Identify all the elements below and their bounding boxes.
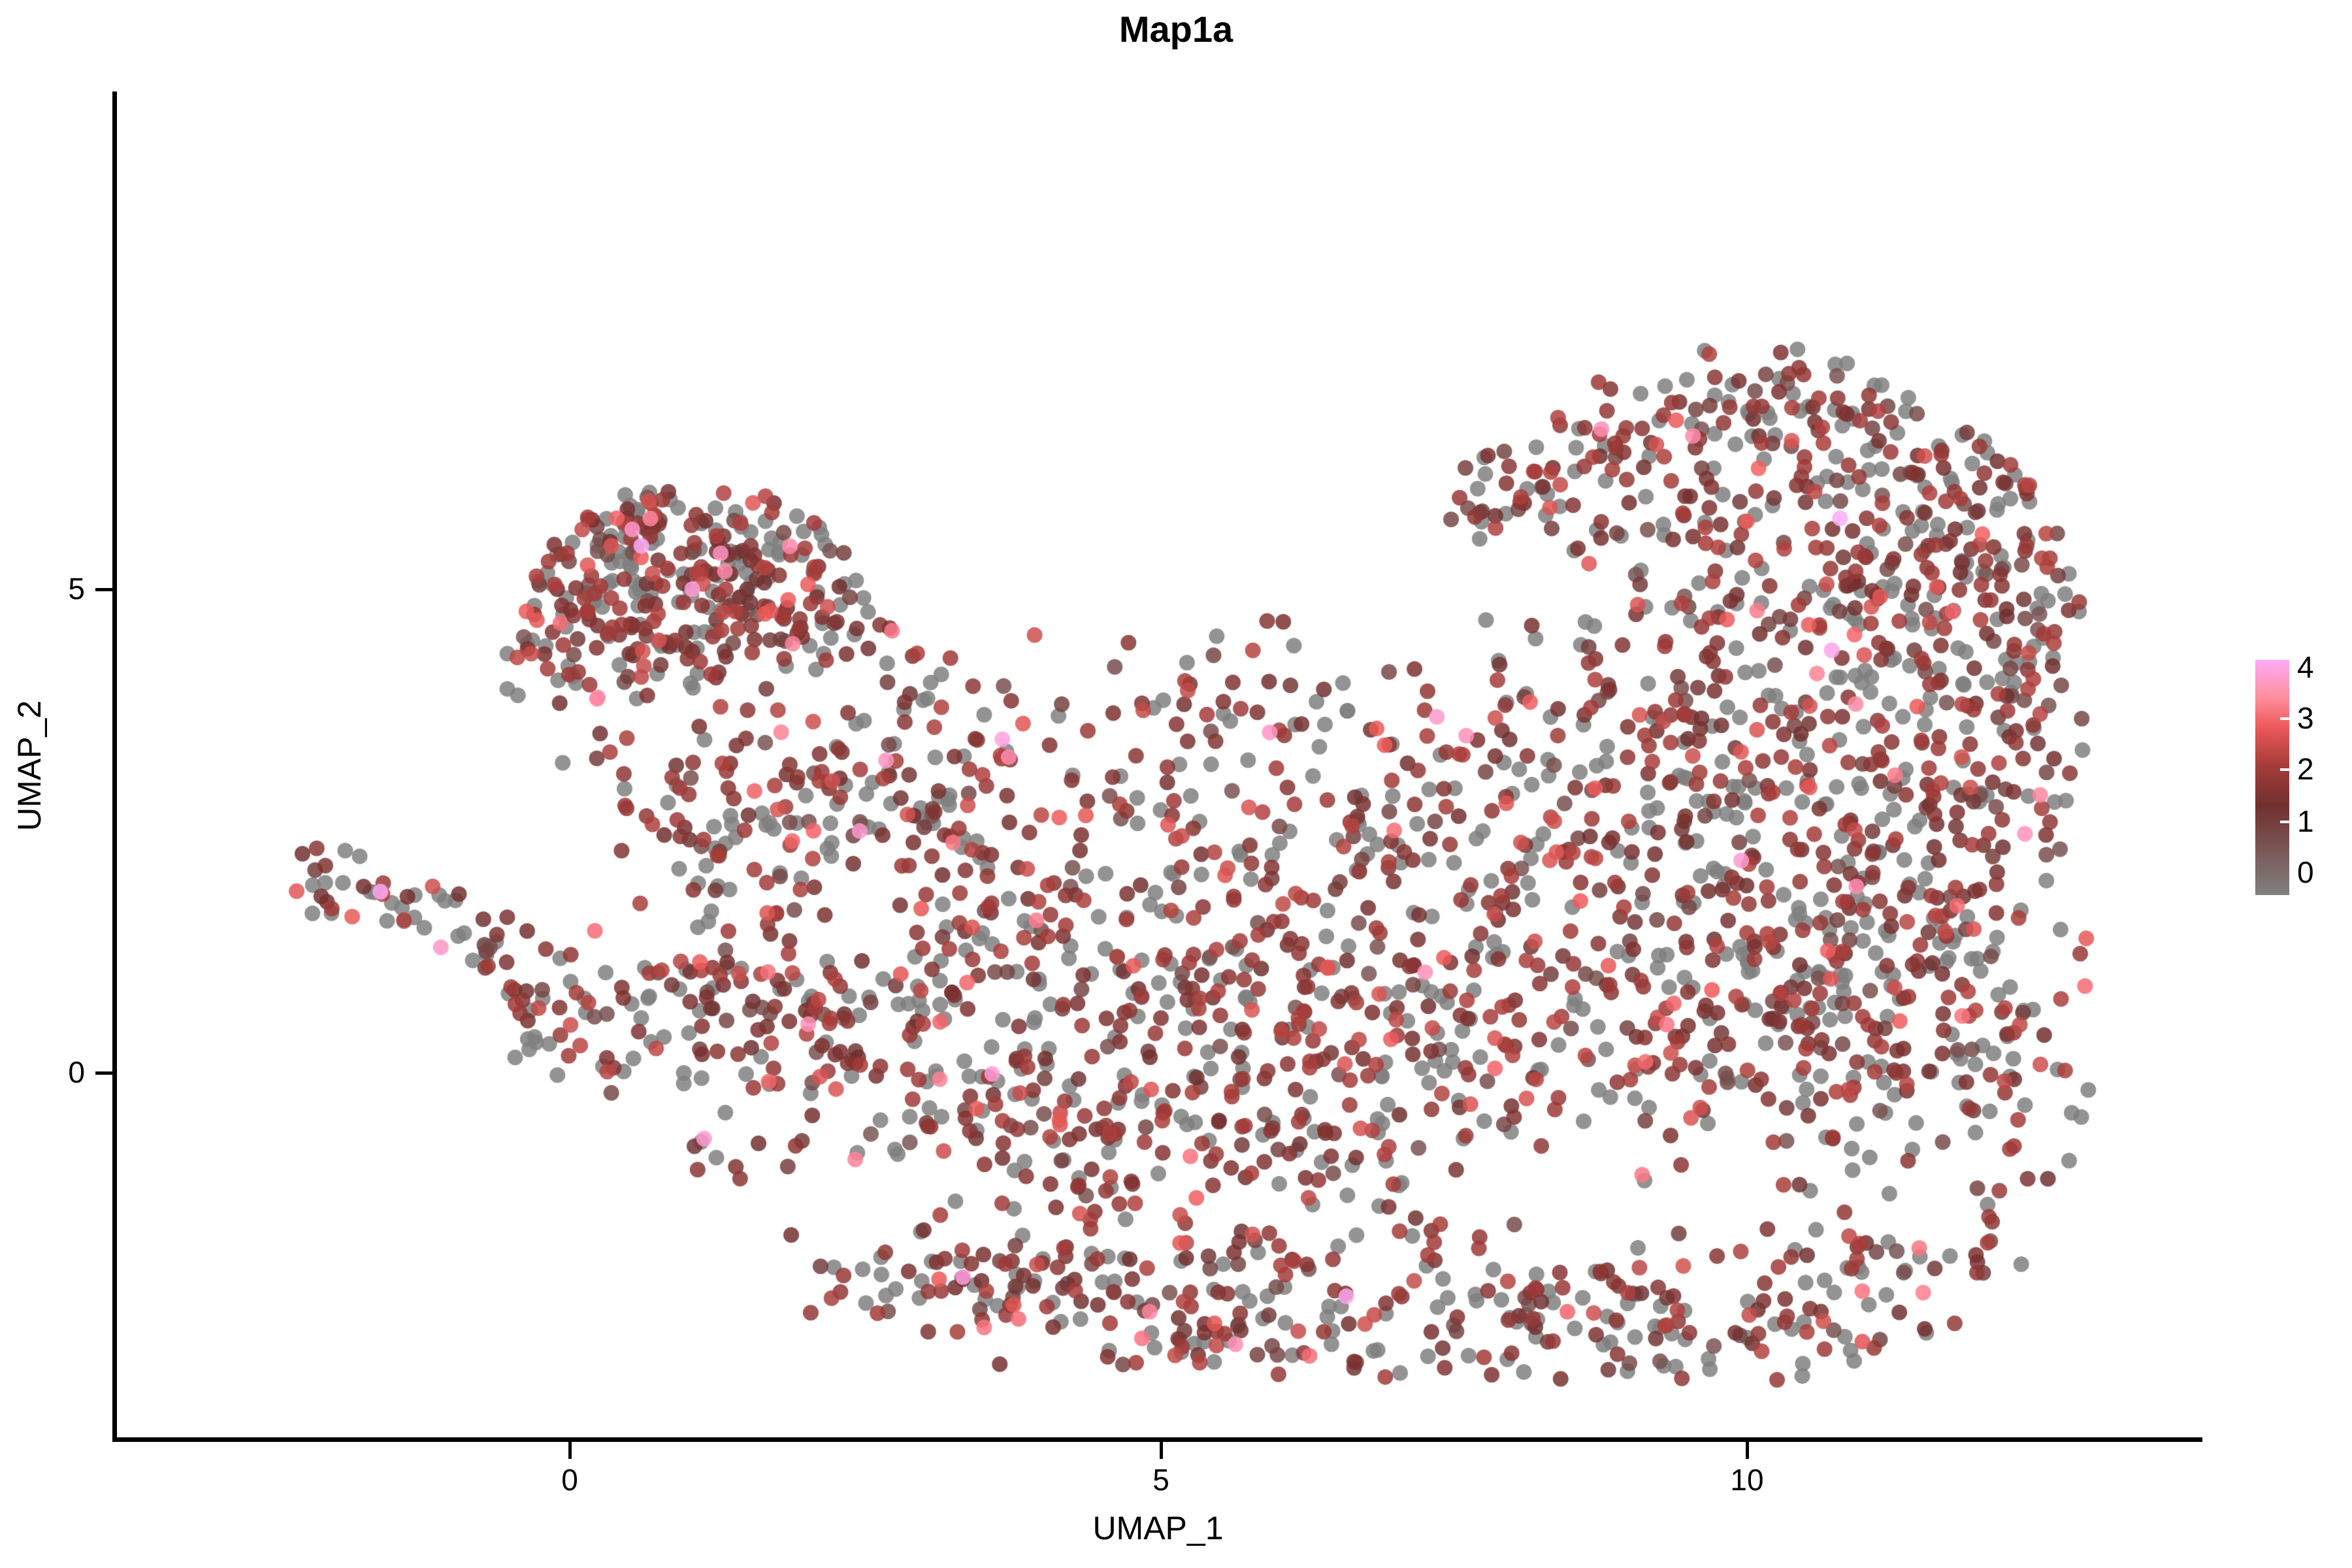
colorbar-tick-1 <box>2280 821 2291 823</box>
x-tick-label-0: 0 <box>561 1463 578 1497</box>
x-tick-mark-5 <box>1160 1442 1163 1459</box>
colorbar-tick-3 <box>2280 717 2291 720</box>
colorbar-gradient <box>2255 660 2289 895</box>
x-tick-mark-10 <box>1746 1442 1749 1459</box>
plot-panel <box>114 91 2202 1439</box>
y-axis-title: UMAP_2 <box>7 91 52 1439</box>
x-tick-label-5: 5 <box>1152 1463 1169 1497</box>
y-axis-line <box>112 91 117 1442</box>
colorbar-label-4: 4 <box>2297 650 2314 684</box>
y-tick-mark-0 <box>95 1071 112 1075</box>
x-axis-line <box>114 1437 2202 1442</box>
y-tick-label-0: 0 <box>68 1055 85 1089</box>
colorbar-label-3: 3 <box>2297 701 2314 735</box>
colorbar-label-2: 2 <box>2297 752 2314 786</box>
scatter-points-canvas <box>114 91 2202 1439</box>
colorbar-label-0: 0 <box>2297 855 2314 889</box>
page-title: Map1a <box>1119 8 1233 50</box>
x-axis-title: UMAP_1 <box>1092 1510 1224 1546</box>
y-axis-title-text: UMAP_2 <box>11 700 48 831</box>
x-tick-mark-0 <box>568 1442 572 1459</box>
y-tick-label-5: 5 <box>68 572 85 606</box>
colorbar-label-1: 1 <box>2297 804 2314 838</box>
y-tick-mark-5 <box>95 588 112 591</box>
x-tick-label-10: 10 <box>1730 1463 1764 1497</box>
colorbar-legend: 4 3 2 1 0 <box>2255 652 2334 895</box>
colorbar-tick-2 <box>2280 768 2291 771</box>
